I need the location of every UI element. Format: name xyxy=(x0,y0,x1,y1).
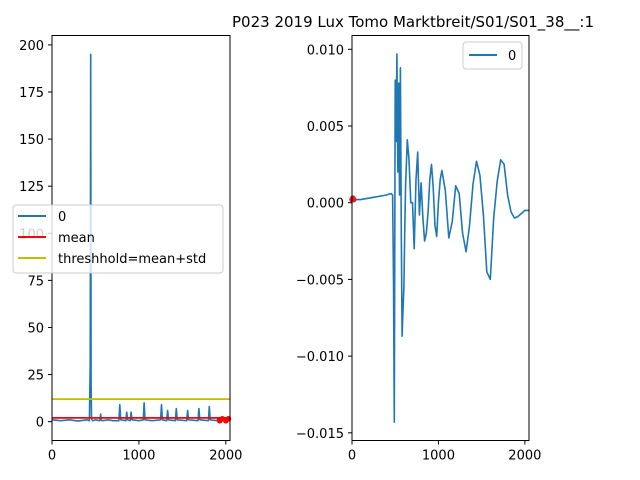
left-y-tick-label: 200 xyxy=(19,39,44,54)
right-x-tick-label: 0 xyxy=(348,449,356,464)
left-y-tick-label: 125 xyxy=(19,180,44,195)
right-x-tick-label: 1000 xyxy=(422,449,455,464)
left-x-tick-label: 0 xyxy=(48,449,56,464)
legend-label-series-0: 0 xyxy=(58,210,66,225)
right-legend[interactable]: 0 xyxy=(462,41,523,70)
right-series-lines xyxy=(349,53,529,423)
right-subplot: P023 2019 Lux Tomo Marktbreit/S01/S01_38… xyxy=(232,13,594,464)
left-y-tick-label: 150 xyxy=(19,133,44,148)
right-chart-title: P023 2019 Lux Tomo Marktbreit/S01/S01_38… xyxy=(232,13,594,32)
left-legend-box xyxy=(12,204,224,274)
left-x-tick-label: 2000 xyxy=(209,449,242,464)
right-axes-frame xyxy=(351,35,530,441)
left-y-tick-label: 175 xyxy=(19,86,44,101)
left-legend[interactable]: 0 mean threshhold=mean+std xyxy=(12,204,224,274)
left-y-tick-label: 50 xyxy=(27,321,44,336)
right-x-tick-label: 2000 xyxy=(508,449,541,464)
left-y-tick-label: 25 xyxy=(27,369,44,384)
left-subplot: 0100020000255075100125150175200 0 mean t… xyxy=(12,35,242,464)
left-x-tick-label: 1000 xyxy=(122,449,155,464)
right-y-tick-label: 0.010 xyxy=(307,43,344,58)
right-y-tick-label: 0.005 xyxy=(307,120,344,135)
legend-label-mean: mean xyxy=(58,231,95,246)
legend-label-threshold: threshhold=mean+std xyxy=(58,252,206,267)
right-series-line-0 xyxy=(352,53,529,423)
right-y-tick-label: −0.015 xyxy=(296,427,344,442)
right-y-tick-label: −0.010 xyxy=(296,350,344,365)
legend-label-right-series-0: 0 xyxy=(508,49,516,64)
right-y-tick-label: 0.000 xyxy=(307,197,344,212)
right-y-tick-label: −0.005 xyxy=(296,273,344,288)
left-y-tick-label: 75 xyxy=(27,274,44,289)
right-axis-ticks: 0 1000 2000 −0.015 −0.010 −0.005 0.000 0.005 0.0… xyxy=(296,43,542,463)
left-series-lines xyxy=(51,53,232,424)
left-y-tick-label: 0 xyxy=(36,416,44,431)
